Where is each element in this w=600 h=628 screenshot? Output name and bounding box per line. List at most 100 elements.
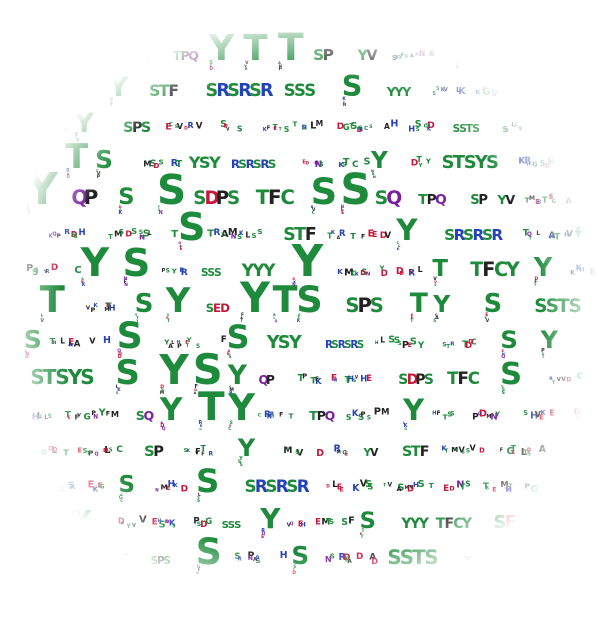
logo-letter: S <box>436 86 440 92</box>
logo-letter: R <box>273 313 276 317</box>
logo-letter: S <box>238 459 242 465</box>
logo-letter: D <box>592 271 597 278</box>
logo-letter: F <box>268 186 282 209</box>
logo-letter: S <box>459 123 467 135</box>
logo-letter: H <box>32 411 40 422</box>
logo-letter: S <box>484 288 502 318</box>
logo-letter: S <box>245 476 257 496</box>
logo-letter: P <box>193 517 199 527</box>
logo-letter: F <box>420 444 430 460</box>
logo-letter: L <box>536 229 540 237</box>
logo-letter: T <box>557 296 570 317</box>
logo-letter: Y <box>80 241 110 286</box>
logo-letter: V <box>97 171 101 177</box>
logo-letter: L <box>403 421 406 425</box>
logo-letter: L <box>116 384 119 390</box>
logo-letter: D <box>337 122 344 132</box>
logo-letter: Y <box>494 411 500 419</box>
logo-letter: Q <box>166 519 170 524</box>
logo-letter: Y <box>379 264 385 272</box>
logo-letter: V <box>196 121 203 131</box>
logo-letter: T <box>256 186 270 209</box>
logo-letter: L <box>332 480 338 490</box>
logo-letter: T <box>501 385 504 389</box>
logo-letter: S <box>133 48 140 58</box>
logo-letter: Y <box>186 336 192 344</box>
logo-letter: Y <box>125 523 131 530</box>
logo-letter: D <box>181 484 188 494</box>
logo-letter: N <box>492 92 497 98</box>
logo-letter: C <box>169 122 173 128</box>
logo-letter: R <box>45 269 50 275</box>
logo-letter: L <box>41 313 43 317</box>
logo-letter: D <box>343 553 350 563</box>
logo-letter: A <box>74 339 81 349</box>
logo-letter: Q <box>478 411 482 416</box>
logo-letter: S <box>346 413 352 422</box>
logo-letter: K <box>572 447 576 453</box>
logo-letter: T <box>529 236 532 242</box>
logo-letter: T <box>533 77 548 102</box>
logo-letter: A <box>68 342 73 348</box>
logo-letter: S <box>502 387 505 393</box>
logo-letter: E <box>273 126 277 132</box>
logo-letter: D <box>540 531 544 537</box>
logo-letter: R <box>267 413 272 421</box>
logo-letter: S <box>329 518 334 526</box>
logo-letter: C <box>228 426 231 431</box>
logo-letter: N <box>366 272 370 278</box>
logo-letter: L <box>398 244 401 248</box>
logo-letter: Y <box>158 346 189 394</box>
logo-letter: M <box>161 483 168 492</box>
logo-letter: Y <box>259 502 281 535</box>
logo-letter: Y <box>208 28 236 69</box>
logo-letter: N <box>560 157 566 166</box>
logo-letter: Y <box>25 164 59 215</box>
logo-letter: P <box>427 192 437 208</box>
logo-letter: T <box>63 449 69 458</box>
logo-letter: L <box>104 445 110 456</box>
logo-letter: S <box>74 234 78 240</box>
logo-letter: R <box>64 227 70 236</box>
logo-letter: N <box>155 488 159 493</box>
logo-letter: S <box>367 482 373 492</box>
logo-letter: H <box>74 531 77 536</box>
logo-letter: D <box>396 266 404 277</box>
logo-letter: S <box>361 268 367 278</box>
logo-letter: V <box>355 375 359 381</box>
logo-letter: G <box>199 427 202 431</box>
logo-letter: H <box>526 162 531 168</box>
logo-letter: R <box>334 377 338 383</box>
logo-letter: P <box>478 193 488 208</box>
logo-letter: P <box>323 46 334 64</box>
logo-letter: K <box>342 96 346 102</box>
logo-letter: S <box>569 296 582 317</box>
logo-letter: Y <box>67 365 83 389</box>
logo-letter: G <box>270 413 274 419</box>
logo-letter: S <box>268 157 277 171</box>
logo-letter: P <box>91 410 96 417</box>
logo-letter: M <box>229 387 234 393</box>
logo-letter: S <box>415 119 422 130</box>
logo-letter: C <box>31 446 36 454</box>
logo-letter: D <box>482 86 486 92</box>
logo-letter: D <box>427 121 435 131</box>
logo-letter: S <box>159 158 164 167</box>
logo-letter: S <box>304 81 316 100</box>
logo-letter: R <box>216 81 230 101</box>
logo-letter: M <box>337 449 341 455</box>
logo-letter: E <box>555 481 560 490</box>
logo-letter: Q <box>545 482 553 493</box>
logo-letter: T <box>542 354 545 359</box>
logo-letter: E <box>543 551 548 560</box>
logo-letter: S <box>450 410 455 417</box>
logo-letter: E <box>341 210 344 216</box>
logo-letter: K <box>187 448 191 454</box>
logo-letter: P <box>402 340 409 351</box>
logo-letter: S <box>184 448 188 454</box>
logo-letter: P <box>216 188 229 209</box>
logo-letter: T <box>549 124 556 135</box>
logo-letter: T <box>549 160 554 167</box>
logo-letter: T <box>585 413 591 422</box>
logo-letter: T <box>65 137 88 176</box>
